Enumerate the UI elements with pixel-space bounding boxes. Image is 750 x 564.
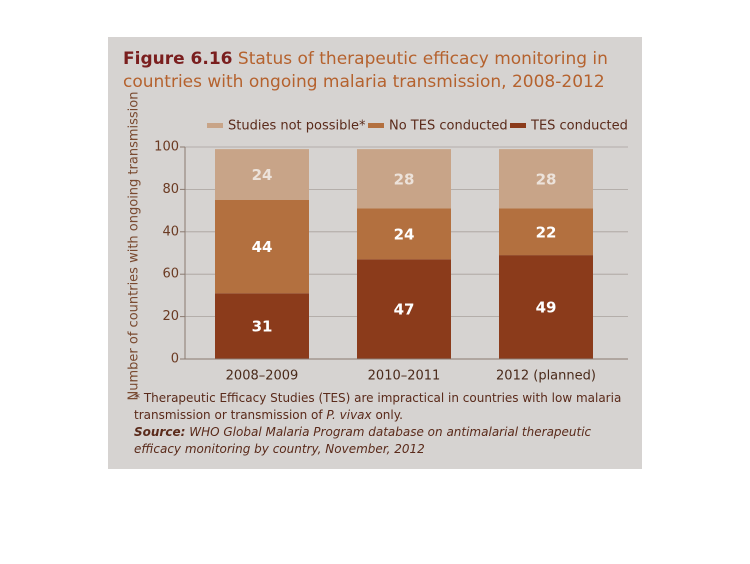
- y-tick-label: 0: [171, 352, 179, 367]
- legend-label: Studies not possible*: [228, 119, 366, 134]
- y-tick-label: 100: [154, 140, 179, 155]
- bar-segment: [357, 208, 451, 260]
- footnote: * Therapeutic Efficacy Studies (TES) are…: [134, 390, 629, 424]
- value-label: 49: [536, 299, 557, 317]
- y-tick-label: 60: [162, 267, 179, 282]
- bar-segment: [357, 149, 451, 209]
- legend-label: TES conducted: [530, 119, 628, 134]
- figure-number: Figure 6.16: [123, 49, 233, 69]
- footnote-text: only.: [371, 408, 403, 422]
- legend-swatch: [510, 123, 526, 128]
- bar-segment: [357, 259, 451, 359]
- x-tick-label: 2012 (planned): [496, 369, 596, 384]
- value-label: 44: [252, 238, 273, 256]
- x-tick-label: 2008–2009: [226, 369, 299, 384]
- x-tick-label: 2010–2011: [368, 369, 441, 384]
- value-label: 24: [394, 225, 415, 243]
- bar-segment: [215, 149, 309, 200]
- source-label: Source:: [134, 425, 186, 439]
- bar-segment: [215, 200, 309, 294]
- y-tick-label: 80: [162, 182, 179, 197]
- chart-title: Figure 6.16 Status of therapeutic effica…: [123, 48, 638, 94]
- value-label: 28: [536, 170, 557, 188]
- y-tick-label: 40: [162, 224, 179, 239]
- source-text: WHO Global Malaria Program database on a…: [134, 425, 592, 456]
- value-label: 22: [536, 223, 557, 241]
- source: Source: WHO Global Malaria Program datab…: [134, 424, 629, 458]
- y-tick-label: 20: [162, 309, 179, 324]
- y-axis-label: Number of countries with ongoing transmi…: [127, 92, 142, 401]
- bar-segment: [499, 208, 593, 256]
- value-label: 31: [252, 318, 273, 336]
- value-label: 47: [394, 301, 415, 319]
- footnote-species: P. vivax: [326, 408, 372, 422]
- bar-segment: [499, 149, 593, 209]
- bar-segment: [499, 255, 593, 359]
- value-label: 24: [252, 166, 273, 184]
- legend-swatch: [207, 123, 223, 128]
- notes: * Therapeutic Efficacy Studies (TES) are…: [134, 390, 629, 458]
- legend-label: No TES conducted: [389, 119, 508, 134]
- legend-swatch: [368, 123, 384, 128]
- value-label: 28: [394, 170, 415, 188]
- bar-segment: [215, 293, 309, 359]
- title-text: Status of therapeutic efficacy monitorin…: [123, 49, 608, 92]
- footnote-text: * Therapeutic Efficacy Studies (TES) are…: [134, 391, 622, 422]
